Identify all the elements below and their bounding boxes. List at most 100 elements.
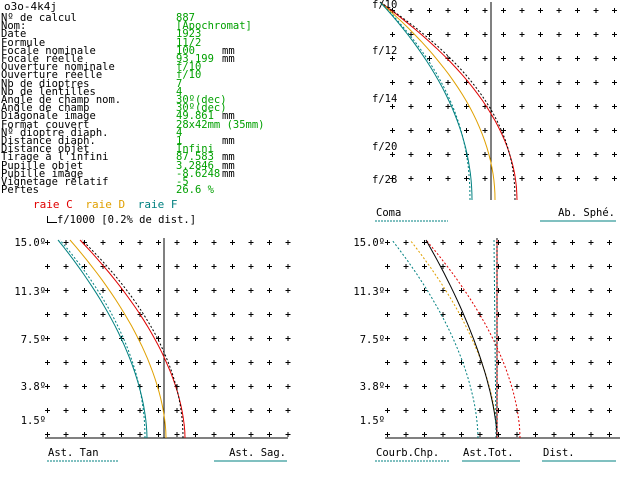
- grid-tick: [119, 266, 124, 267]
- grid-tick: [501, 154, 506, 155]
- grid-tick: [607, 434, 612, 435]
- grid-tick: [156, 290, 161, 291]
- grid-tick: [570, 266, 575, 267]
- grid-tick: [403, 242, 409, 243]
- param-unit: mm: [222, 151, 235, 164]
- grid-tick: [464, 82, 469, 83]
- grid-tick: [575, 82, 580, 83]
- window-title: o3o-4k4j: [4, 0, 57, 13]
- grid-tick: [390, 58, 395, 59]
- grid-tick: [193, 314, 198, 315]
- grid-tick: [403, 314, 409, 315]
- field-curvature-panel: 15.0º 11.3º 7.5º 3.8º 1.5º Courb.Chp. Ast.Tot.…: [353, 237, 620, 462]
- grid-tick: [230, 386, 235, 387]
- grid-tick: [514, 410, 520, 411]
- grid-tick: [267, 266, 272, 267]
- grid-tick: [538, 10, 543, 11]
- grid-tick: [612, 178, 617, 179]
- grid-tick: [501, 130, 506, 131]
- grid-tick: [156, 242, 161, 243]
- grid-tick: [63, 434, 69, 435]
- grid-tick: [82, 290, 87, 291]
- grid-tick: [403, 266, 409, 267]
- grid-tick: [519, 34, 525, 35]
- param-label: Nº dioptre diaph.: [1, 126, 109, 139]
- grid-tick: [82, 434, 87, 435]
- aperture-tick-label: f/12: [372, 45, 397, 57]
- grid-tick: [100, 434, 106, 435]
- param-value: 11/2: [176, 36, 202, 49]
- param-label: Ouverture nominale: [1, 61, 115, 74]
- distortion-f: [493, 239, 497, 439]
- grid-tick: [285, 242, 291, 243]
- grid-tick: [496, 386, 501, 387]
- grid-tick: [193, 266, 198, 267]
- field-tick-label: 7.5º: [21, 334, 46, 346]
- field-tick-label: 1.5º: [21, 415, 46, 427]
- grid-tick: [403, 338, 409, 339]
- param-label: Focale réelle: [1, 53, 84, 65]
- grid-tick: [45, 242, 50, 243]
- grid-tick: [464, 34, 469, 35]
- grid-tick: [267, 290, 272, 291]
- grid-tick: [427, 82, 432, 83]
- grid-tick: [593, 58, 599, 59]
- grid-tick: [248, 290, 254, 291]
- param-row: Nb de dioptres 7: [0, 78, 230, 89]
- grid-tick: [445, 130, 451, 131]
- grid-tick: [119, 410, 124, 411]
- grid-tick: [570, 242, 575, 243]
- field-tick-label: 15.0º: [14, 237, 46, 249]
- grid-tick: [501, 178, 506, 179]
- grid-tick: [556, 58, 562, 59]
- grid-tick: [45, 410, 50, 411]
- param-unit: mm: [222, 44, 235, 57]
- param-row: Ouverture nominale f/10: [0, 61, 230, 74]
- grid-tick: [119, 386, 124, 387]
- grid-tick: [588, 242, 594, 243]
- grid-tick: [119, 314, 124, 315]
- grid-tick: [607, 266, 612, 267]
- grid-tick: [459, 314, 464, 315]
- grid-tick: [440, 338, 446, 339]
- grid-tick: [193, 434, 198, 435]
- astigmatism-panel: 15.0º 11.3º 7.5º 3.8º 1.5º Ast. Tan Ast. Sag.: [14, 237, 291, 462]
- grid-tick: [588, 410, 594, 411]
- param-label: Distance diaph.: [1, 135, 96, 147]
- grid-tick: [63, 290, 69, 291]
- grid-tick: [137, 410, 143, 411]
- grid-tick: [408, 106, 414, 107]
- param-row: Nº dioptre diaph. 4: [0, 126, 230, 139]
- grid-tick: [459, 266, 464, 267]
- grid-tick: [193, 410, 198, 411]
- grid-tick: [501, 34, 506, 35]
- grid-tick: [230, 410, 235, 411]
- grid-tick: [385, 314, 390, 315]
- grid-tick: [556, 106, 562, 107]
- grid-tick: [408, 10, 414, 11]
- param-value: 1: [176, 135, 183, 147]
- param-label: Nº de calcul: [1, 12, 77, 24]
- grid-tick: [575, 10, 580, 11]
- grid-tick: [519, 178, 525, 179]
- coma-curve-f: [379, 1, 473, 201]
- grid-tick: [390, 10, 395, 11]
- param-row: Date 1923: [0, 29, 230, 40]
- grid-tick: [459, 290, 464, 291]
- param-label: Angle de champ nom.: [1, 94, 122, 106]
- grid-tick: [570, 314, 575, 315]
- grid-tick: [482, 34, 488, 35]
- grid-tick: [119, 290, 124, 291]
- grid-tick: [556, 130, 562, 131]
- grid-tick: [174, 338, 180, 339]
- param-label: Pupille image: [1, 167, 84, 180]
- param-value: 28x42mm (35mm): [176, 118, 265, 131]
- grid-tick: [267, 314, 272, 315]
- grid-tick: [230, 242, 235, 243]
- grid-tick: [45, 386, 50, 387]
- grid-tick: [445, 10, 451, 11]
- param-row: Formule 11/2: [0, 36, 230, 49]
- grid-tick: [459, 362, 464, 363]
- grid-tick: [45, 362, 50, 363]
